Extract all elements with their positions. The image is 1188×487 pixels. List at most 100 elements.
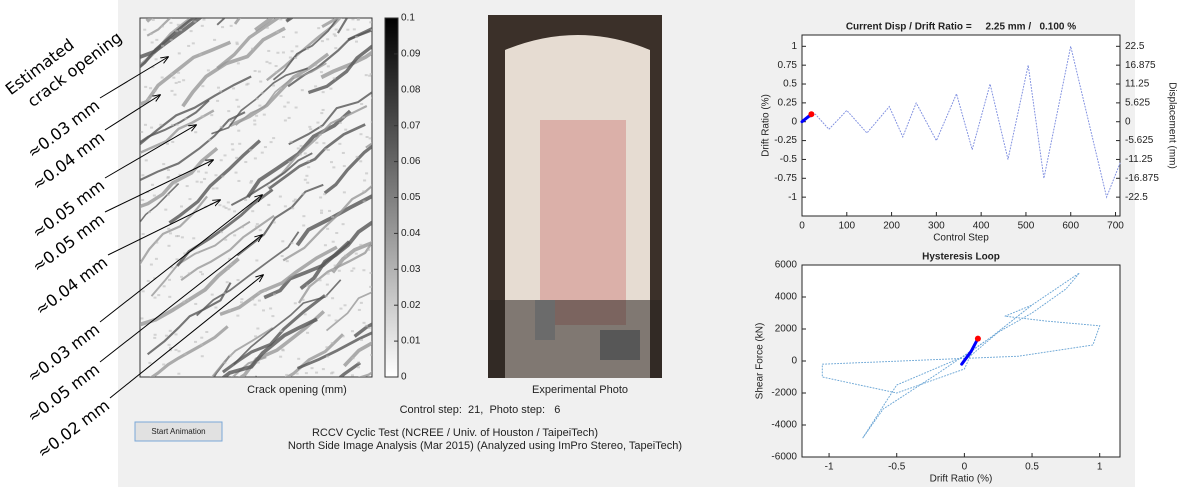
button-label[interactable]: Start Animation — [151, 427, 205, 436]
noise — [219, 90, 223, 93]
noise — [177, 71, 181, 74]
noise — [286, 101, 290, 104]
noise — [235, 43, 239, 46]
noise — [362, 321, 366, 324]
crack-streak — [297, 240, 372, 304]
noise — [141, 290, 145, 293]
noise — [324, 148, 328, 151]
noise — [183, 252, 187, 255]
crack-streak — [284, 333, 345, 377]
noise — [365, 172, 369, 175]
noise — [204, 171, 208, 174]
noise — [317, 27, 321, 30]
noise — [210, 293, 214, 296]
noise — [253, 70, 257, 73]
noise — [140, 317, 144, 320]
noise — [352, 28, 356, 31]
y-tick-label: 0.75 — [778, 60, 798, 71]
noise — [263, 146, 267, 149]
crack-streak — [219, 245, 338, 316]
noise — [260, 92, 264, 95]
noise — [214, 306, 218, 309]
noise — [305, 174, 309, 177]
noise — [249, 149, 253, 152]
noise — [367, 326, 371, 329]
noise — [283, 105, 287, 108]
crack-streak — [235, 62, 327, 126]
noise — [219, 125, 223, 128]
noise — [141, 199, 145, 202]
noise — [235, 98, 239, 101]
crack-streak — [229, 52, 330, 128]
noise — [255, 259, 259, 262]
noise — [153, 333, 157, 336]
noise — [364, 324, 368, 327]
noise — [283, 205, 287, 208]
y2-tick-label: 0 — [1125, 116, 1131, 127]
noise — [285, 373, 289, 376]
y2-tick-label: -11.25 — [1125, 154, 1153, 165]
noise — [337, 269, 341, 272]
noise — [274, 71, 278, 74]
noise — [164, 208, 168, 211]
noise — [155, 241, 159, 244]
y-tick-label: -4000 — [771, 420, 797, 431]
noise — [180, 275, 184, 278]
noise — [255, 114, 259, 117]
noise — [244, 198, 248, 201]
crack-streak — [210, 327, 274, 377]
noise — [238, 142, 242, 145]
noise — [293, 198, 297, 201]
noise — [253, 303, 257, 306]
noise — [339, 307, 343, 310]
noise — [359, 133, 363, 136]
noise — [229, 354, 233, 357]
noise — [367, 248, 371, 251]
noise — [185, 185, 189, 188]
noise — [172, 76, 176, 79]
x-tick-label: 0 — [962, 462, 968, 473]
noise — [281, 240, 285, 243]
noise — [267, 49, 271, 52]
noise — [153, 336, 157, 339]
crack-streak — [296, 331, 372, 370]
noise — [320, 209, 324, 212]
noise — [368, 74, 372, 77]
noise — [220, 231, 224, 234]
noise — [271, 315, 275, 318]
noise — [344, 128, 348, 131]
noise — [303, 178, 307, 181]
button-frame[interactable] — [134, 421, 223, 442]
noise — [281, 35, 285, 38]
noise — [206, 69, 210, 72]
noise — [170, 89, 174, 92]
noise — [371, 96, 372, 99]
noise — [341, 223, 345, 226]
start-animation-button[interactable]: Start Animation — [134, 421, 223, 442]
noise — [236, 314, 240, 317]
noise — [256, 361, 260, 364]
noise — [194, 340, 198, 343]
y2-tick-label: -22.5 — [1125, 192, 1148, 203]
noise — [329, 161, 333, 164]
noise — [216, 99, 220, 102]
noise — [141, 233, 145, 236]
noise — [176, 235, 180, 238]
crack-streak — [342, 340, 372, 368]
noise — [157, 294, 161, 297]
crack-streak — [146, 282, 232, 356]
crack-streak — [353, 322, 372, 338]
noise — [253, 157, 257, 160]
annotation-arrow — [104, 125, 196, 179]
noise — [255, 97, 259, 100]
noise — [241, 226, 245, 229]
noise — [290, 242, 294, 245]
noise — [175, 258, 179, 261]
noise — [149, 87, 153, 90]
noise — [261, 309, 265, 312]
noise — [322, 142, 326, 145]
noise — [251, 298, 255, 301]
noise — [180, 205, 184, 208]
noise — [306, 181, 310, 184]
noise — [327, 314, 331, 317]
